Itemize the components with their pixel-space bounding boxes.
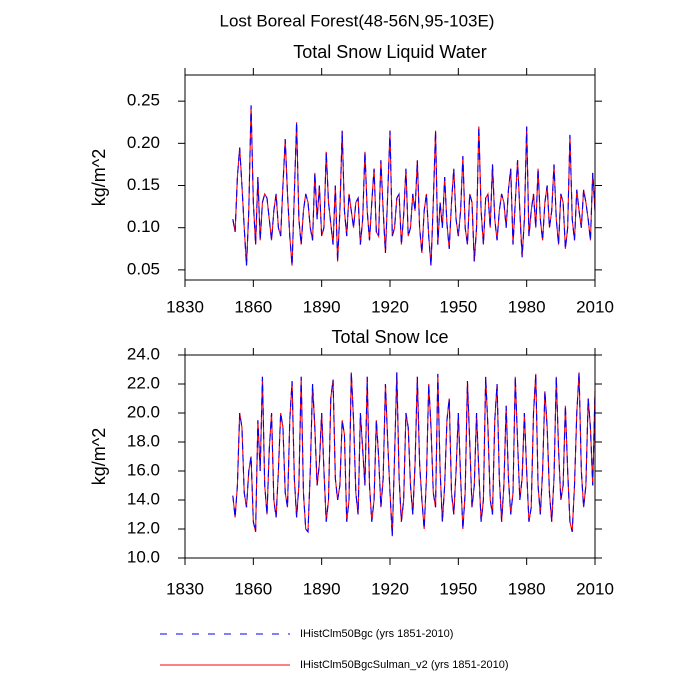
x-tick-label: 1980 xyxy=(508,297,546,316)
series-line xyxy=(232,372,596,537)
series-line xyxy=(232,105,596,266)
x-tick-label: 1830 xyxy=(166,579,204,598)
y-axis-label: kg/m^2 xyxy=(89,428,109,485)
plot-frame xyxy=(184,354,596,559)
y-tick-label: 0.20 xyxy=(127,133,160,152)
y-tick-label: 12.0 xyxy=(127,518,160,537)
x-tick-label: 2010 xyxy=(576,579,614,598)
y-tick-label: 18.0 xyxy=(127,431,160,450)
y-tick-label: 20.0 xyxy=(127,402,160,421)
y-tick-label: 22.0 xyxy=(127,373,160,392)
figure-title: Lost Boreal Forest(48-56N,95-103E) xyxy=(220,11,495,30)
y-tick-label: 24.0 xyxy=(127,344,160,363)
y-tick-label: 14.0 xyxy=(127,489,160,508)
x-tick-label: 1980 xyxy=(508,579,546,598)
y-tick-label: 0.25 xyxy=(127,91,160,110)
chart-title: Total Snow Ice xyxy=(331,327,448,347)
y-tick-label: 0.10 xyxy=(127,217,160,236)
y-tick-label: 0.05 xyxy=(127,259,160,278)
x-tick-label: 1920 xyxy=(371,579,409,598)
x-tick-label: 1860 xyxy=(234,579,272,598)
x-tick-label: 1890 xyxy=(303,297,341,316)
y-tick-label: 16.0 xyxy=(127,460,160,479)
x-tick-label: 1860 xyxy=(234,297,272,316)
chart-title: Total Snow Liquid Water xyxy=(293,42,486,62)
legend-label: IHistClm50BgcSulman_v2 (yrs 1851-2010) xyxy=(300,659,508,671)
x-tick-label: 1950 xyxy=(439,297,477,316)
x-tick-label: 2010 xyxy=(576,297,614,316)
y-tick-label: 10.0 xyxy=(127,547,160,566)
legend-label: IHistClm50Bgc (yrs 1851-2010) xyxy=(300,628,453,640)
plot-frame xyxy=(184,74,596,281)
y-axis-label: kg/m^2 xyxy=(89,149,109,206)
y-tick-label: 0.15 xyxy=(127,175,160,194)
x-tick-label: 1890 xyxy=(303,579,341,598)
x-tick-label: 1950 xyxy=(439,579,477,598)
x-tick-label: 1920 xyxy=(371,297,409,316)
x-tick-label: 1830 xyxy=(166,297,204,316)
